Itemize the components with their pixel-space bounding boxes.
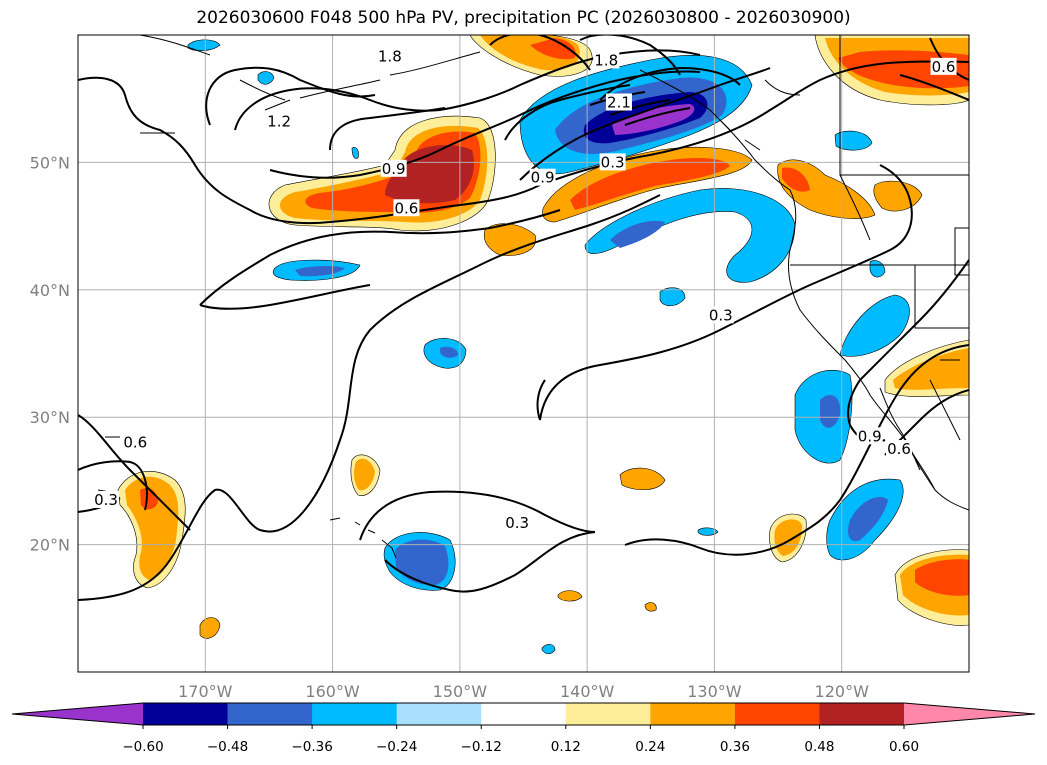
colorbar-tick-label: −0.36 <box>291 739 332 755</box>
colorbar-segment <box>650 703 736 725</box>
colorbar-tick-label: 0.48 <box>804 739 834 755</box>
colorbar-segment <box>312 703 398 725</box>
colorbar-tick-label: 0.36 <box>720 739 750 755</box>
colorbar-segment <box>734 703 820 725</box>
svg-text:1.8: 1.8 <box>594 51 618 69</box>
svg-text:0.6: 0.6 <box>932 58 956 76</box>
contour-label: 0.6 <box>122 433 149 452</box>
lon-tick-label: 130°W <box>687 682 742 701</box>
lon-tick-label: 140°W <box>560 682 615 701</box>
svg-text:0.6: 0.6 <box>394 199 418 217</box>
contour-label: 0.6 <box>885 440 912 458</box>
svg-text:0.9: 0.9 <box>382 160 406 178</box>
colorbar-segment <box>819 703 905 725</box>
colorbar-segment <box>143 703 229 725</box>
latitude-tick-labels: 20°N 30°N 40°N 50°N <box>30 153 70 554</box>
colorbar-tick-label: −0.24 <box>376 739 417 755</box>
colorbar-segment <box>227 703 313 725</box>
colorbar-tick-label: −0.12 <box>461 739 502 755</box>
contour-labels: 1.8 1.8 2.1 1.2 0.9 0.9 0.3 0.6 0.6 0.3 0.9 0.6 0.3 0… <box>93 47 957 532</box>
colorbar-tick-label: −0.60 <box>122 739 163 755</box>
contour-label: 1.2 <box>266 112 293 131</box>
colorbar-segment <box>481 703 567 725</box>
colorbar-tick-label: 0.24 <box>635 739 665 755</box>
colorbar-tick-label: 0.60 <box>889 739 919 755</box>
contour-label: 2.1 <box>605 93 632 112</box>
lat-tick-label: 20°N <box>30 536 70 555</box>
contour-label: 0.3 <box>599 153 626 171</box>
svg-text:0.6: 0.6 <box>887 440 911 458</box>
contour-label: 0.3 <box>504 513 531 532</box>
colorbar-segment <box>565 703 651 725</box>
longitude-tick-labels: 170°W 160°W 150°W 140°W 130°W 120°W <box>178 682 869 701</box>
colorbar-tick-label: −0.48 <box>207 739 248 755</box>
lon-tick-label: 150°W <box>433 682 488 701</box>
contour-label: 0.3 <box>707 306 734 324</box>
lon-tick-label: 160°W <box>305 682 360 701</box>
svg-text:0.6: 0.6 <box>123 434 147 452</box>
lat-tick-label: 30°N <box>30 408 70 427</box>
contour-label: 0.6 <box>930 57 957 76</box>
svg-text:1.2: 1.2 <box>267 113 291 131</box>
contour-label: 0.9 <box>529 168 556 187</box>
contour-label: 0.9 <box>856 427 883 445</box>
colorbar-extend-max <box>904 703 1035 725</box>
map-plot-area: 1.8 1.8 2.1 1.2 0.9 0.9 0.3 0.6 0.6 0.3 0.9 0.6 0.3 0… <box>77 34 970 673</box>
contour-label: 0.6 <box>393 199 420 217</box>
lat-tick-label: 40°N <box>30 281 70 300</box>
svg-text:0.9: 0.9 <box>531 169 555 187</box>
svg-text:0.3: 0.3 <box>505 514 529 532</box>
map-frame <box>77 34 970 673</box>
colorbar-tick-label: 0.12 <box>551 739 581 755</box>
lon-tick-label: 170°W <box>178 682 233 701</box>
svg-text:2.1: 2.1 <box>607 94 631 112</box>
pv-contour-0-3 <box>78 194 661 601</box>
contour-label: 1.8 <box>376 47 403 66</box>
colorbar-segment <box>396 703 482 725</box>
lon-tick-label: 120°W <box>815 682 870 701</box>
lat-tick-label: 50°N <box>30 153 70 172</box>
contour-label: 0.3 <box>93 491 120 509</box>
colorbar-extend-min <box>12 703 143 725</box>
svg-text:1.8: 1.8 <box>378 48 402 66</box>
contour-label: 0.9 <box>380 159 407 178</box>
colorbar: −0.60 −0.48 −0.36 −0.24 −0.12 0.12 0.24 0.36 0.4… <box>11 702 1036 755</box>
svg-text:0.3: 0.3 <box>94 491 118 509</box>
svg-text:0.9: 0.9 <box>858 427 882 445</box>
contour-label: 1.8 <box>593 51 620 69</box>
map-title: 2026030600 F048 500 hPa PV, precipitatio… <box>196 8 851 28</box>
svg-text:0.3: 0.3 <box>709 306 733 324</box>
coastline <box>97 35 969 559</box>
graticule <box>78 35 969 672</box>
svg-text:0.3: 0.3 <box>601 153 625 171</box>
